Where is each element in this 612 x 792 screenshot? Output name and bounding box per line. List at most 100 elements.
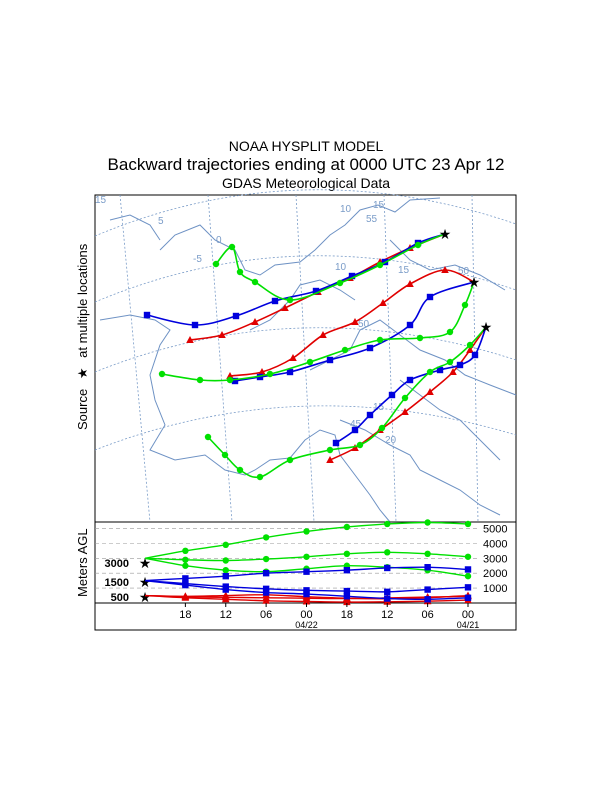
map-trajectory-point [312, 287, 320, 295]
time-tick-label: 06 [260, 609, 272, 621]
vertical-trajectory-point [384, 549, 391, 556]
vertical-trajectory-point [424, 519, 431, 526]
grid-label: 15 [95, 195, 107, 206]
map-trajectory-point [416, 334, 424, 342]
height-tick-label: 1000 [483, 583, 507, 595]
map-trajectory-point [256, 473, 264, 481]
map-trajectory-point [256, 373, 264, 381]
map-trajectory-point [186, 336, 194, 343]
start-star: ★ [139, 589, 152, 605]
height-tick-labels: 5000 4000 3000 2000 1000 [483, 523, 507, 595]
vertical-trajectory-point [343, 587, 351, 595]
map-trajectory-point [379, 299, 387, 306]
map-trajectory-point [236, 268, 244, 276]
map-trajectory-point [231, 377, 239, 385]
vertical-trajectory-point [464, 572, 472, 580]
map-trajectory-point [143, 311, 151, 319]
map-trajectory-point [436, 366, 444, 374]
coastlines [99, 197, 517, 523]
map-trajectory-point [401, 394, 409, 402]
map-trajectory-point [212, 260, 220, 268]
map-trajectory-point [341, 346, 349, 354]
map-trajectory-point [441, 266, 449, 273]
map-trajectory-point [326, 456, 334, 463]
map-trajectory-point [401, 408, 409, 415]
map-ylabel-suffix: at multiple locations [75, 243, 90, 358]
map-trajectory-point [271, 297, 279, 305]
map-trajectory-point [236, 466, 244, 474]
map-ylabel-star: ★ [75, 368, 90, 380]
map-trajectory-point [286, 456, 294, 464]
map-trajectory-point [251, 278, 259, 286]
map-trajectory-point [351, 318, 359, 325]
vertical-trajectory-point [424, 550, 431, 557]
map-trajectory-point [226, 372, 234, 379]
vertical-trajectory-point [464, 584, 472, 591]
map-trajectory-point [449, 368, 457, 375]
vertical-trajectory-point [424, 564, 431, 571]
chart-title: Backward trajectories ending at 0000 UTC… [107, 155, 505, 174]
source-stars: ★ ★ ★ [439, 226, 493, 335]
vertical-trajectory-point [303, 568, 310, 575]
map-trajectory-point [376, 261, 384, 269]
map-trajectory-point [348, 272, 356, 280]
vertical-trajectory-point [424, 596, 431, 603]
map-trajectory-point [336, 279, 344, 287]
time-tick-label: 06 [422, 609, 434, 621]
date-label: 04/21 [457, 620, 480, 630]
map-trajectory-point [286, 368, 294, 376]
vertical-trajectory-point [384, 595, 391, 602]
map-trajectory-point [351, 444, 359, 451]
vertical-trajectory-point [384, 588, 391, 596]
map-trajectory-point [326, 356, 334, 364]
coastline [389, 239, 506, 291]
latitude-line [94, 327, 517, 373]
start-height-labels: 3000 ★1500 ★500 ★ [105, 555, 152, 605]
vertical-trajectory-point [221, 591, 230, 599]
height-tick-label: 3000 [483, 553, 507, 565]
vertical-trajectory-point [343, 598, 351, 606]
map-trajectory-point [218, 331, 226, 338]
source-star: ★ [480, 319, 493, 335]
vertical-frame [94, 521, 517, 631]
map-trajectory-point [332, 439, 340, 447]
vertical-trajectory-point [182, 581, 189, 589]
vertical-trajectory-point [182, 547, 189, 555]
vertical-trajectory-point [384, 564, 391, 572]
map-ylabel-source: Source [75, 389, 90, 430]
time-tick-label: 00 [300, 609, 312, 621]
vertical-trajectory-point [181, 592, 190, 600]
start-height-label: 3000 [105, 558, 129, 570]
vertical-trajectory-point [221, 595, 230, 603]
vertical-trajectory-point [222, 541, 229, 549]
date-label: 04/22 [295, 620, 318, 630]
time-tick-label: 18 [179, 609, 191, 621]
map-trajectory-point [281, 304, 289, 311]
map-trajectory-point [196, 376, 204, 384]
map-frame [94, 194, 517, 523]
meridian-line [295, 194, 315, 523]
vertical-trajectory-point [222, 557, 229, 564]
grid-label: 10 [335, 262, 347, 273]
map-trajectory-point [456, 361, 464, 369]
coastline [99, 314, 291, 476]
coastline [309, 319, 517, 396]
meridian-line [207, 194, 233, 523]
map-trajectory-point [388, 391, 396, 399]
map-trajectory-point [406, 321, 414, 329]
vertical-trajectory-point [182, 575, 189, 582]
vertical-trajectory-point [222, 567, 229, 574]
map-trajectory-point [351, 426, 359, 434]
graticule [94, 189, 517, 523]
map-trajectory-point [251, 318, 259, 325]
vertical-trajectory-point [303, 590, 310, 598]
map-trajectory-point [414, 241, 422, 249]
vertical-trajectory-point [424, 586, 431, 593]
vertical-trajectory-point [262, 569, 270, 577]
grid-label: 15 [373, 200, 385, 211]
vertical-trajectory-point [303, 553, 310, 560]
